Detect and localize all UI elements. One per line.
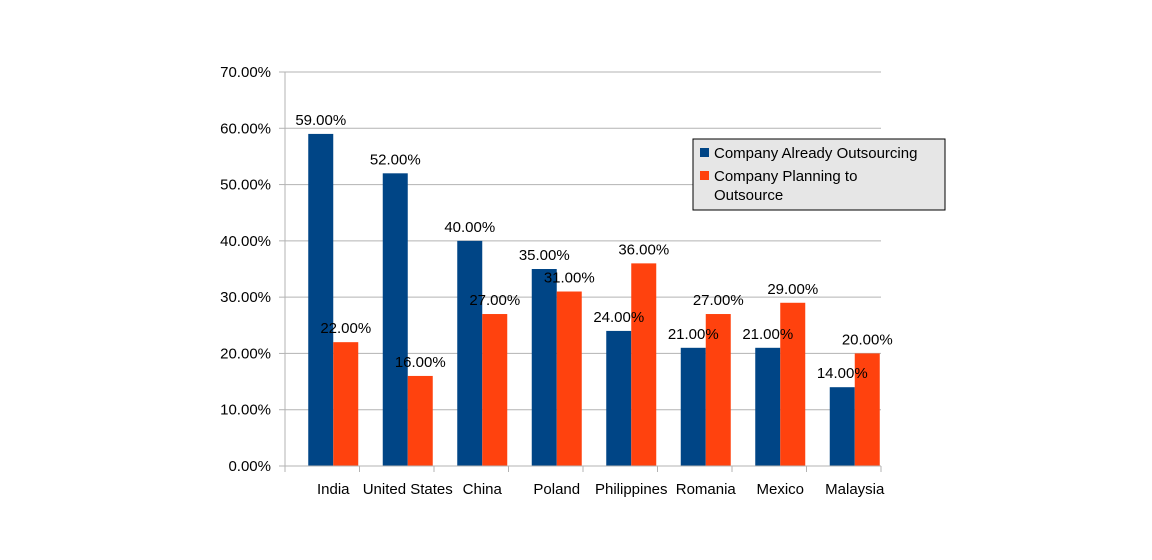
data-label: 52.00%	[370, 151, 421, 168]
y-tick-label: 70.00%	[220, 64, 271, 81]
bar-planning	[407, 375, 433, 466]
legend-label-planning-line1: Company Planning to	[714, 168, 857, 185]
x-tick-label: Malaysia	[825, 481, 885, 498]
legend-swatch-planning	[700, 171, 709, 180]
x-tick-label: United States	[363, 481, 453, 498]
data-label: 27.00%	[469, 292, 520, 309]
bar-already	[308, 133, 334, 466]
x-tick-label: China	[463, 481, 503, 498]
data-label: 21.00%	[742, 326, 793, 343]
bar-planning	[854, 353, 880, 466]
data-label: 27.00%	[693, 292, 744, 309]
x-tick-label: Romania	[676, 481, 737, 498]
data-label: 40.00%	[444, 219, 495, 236]
legend: Company Already Outsourcing Company Plan…	[692, 138, 946, 211]
data-label: 31.00%	[544, 270, 595, 287]
y-tick-label: 10.00%	[220, 402, 271, 419]
legend-swatch-already	[700, 148, 709, 157]
data-label: 16.00%	[395, 354, 446, 371]
bar-already	[606, 330, 632, 466]
bar-already	[382, 173, 408, 467]
y-tick-label: 50.00%	[220, 177, 271, 194]
data-label: 59.00%	[295, 112, 346, 129]
bar-planning	[556, 291, 582, 466]
x-axis: India United States China Poland Philippines…	[284, 465, 885, 498]
bar-planning	[333, 342, 359, 466]
legend-label-already: Company Already Outsourcing	[714, 145, 917, 162]
x-tick-label: Philippines	[595, 481, 668, 498]
x-tick-label: Poland	[533, 481, 580, 498]
y-axis: 0.00% 10.00% 20.00% 30.00% 40.00% 50.00% 60.00…	[220, 64, 286, 475]
bar-planning	[631, 263, 657, 466]
data-label: 22.00%	[320, 320, 371, 337]
bar-already	[829, 387, 855, 466]
bar-planning	[705, 314, 731, 466]
y-tick-label: 0.00%	[228, 458, 271, 475]
bar-already	[457, 240, 483, 466]
data-label: 35.00%	[519, 247, 570, 264]
data-label: 14.00%	[817, 365, 868, 382]
y-tick-label: 60.00%	[220, 120, 271, 137]
bar-already	[531, 269, 557, 466]
data-label: 29.00%	[767, 281, 818, 298]
bar-already	[680, 347, 706, 466]
data-label: 24.00%	[593, 309, 644, 326]
legend-label-planning-line2: Outsource	[714, 187, 783, 204]
bars	[308, 133, 880, 467]
y-tick-label: 30.00%	[220, 289, 271, 306]
bar-already	[755, 347, 781, 466]
data-label: 36.00%	[618, 241, 669, 258]
y-tick-label: 40.00%	[220, 233, 271, 250]
x-tick-label: Mexico	[756, 481, 804, 498]
bar-planning	[780, 302, 806, 466]
legend-box	[692, 138, 946, 211]
bar-planning	[482, 314, 508, 466]
data-labels: 59.00% 22.00% 52.00% 16.00% 40.00% 27.00% 35.0…	[295, 112, 892, 382]
x-tick-label: India	[317, 481, 350, 498]
y-tick-label: 20.00%	[220, 345, 271, 362]
data-label: 20.00%	[842, 331, 893, 348]
data-label: 21.00%	[668, 326, 719, 343]
